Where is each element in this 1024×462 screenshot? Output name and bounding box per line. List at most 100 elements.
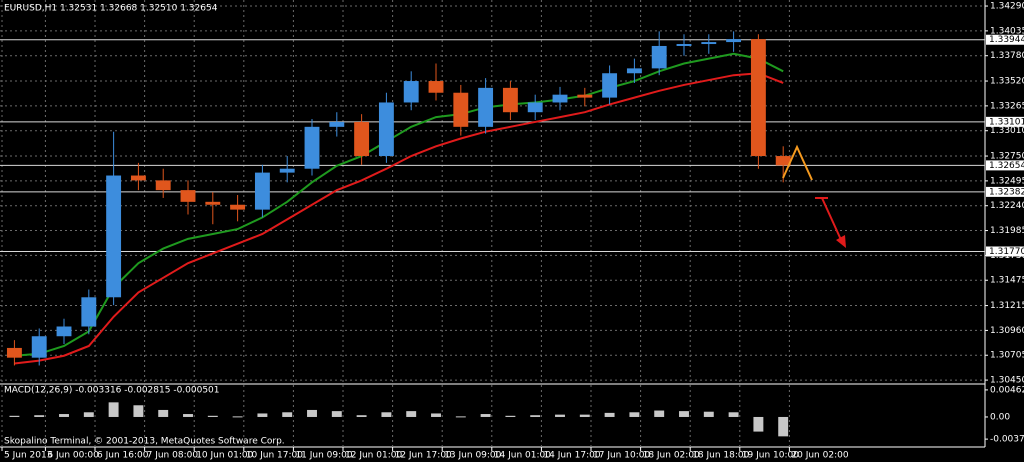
candle-body	[428, 81, 444, 93]
x-tick-label: 18 Jun 02:00	[643, 451, 700, 461]
candle-body	[626, 68, 642, 74]
x-tick-label: 6 Jun 00:00	[47, 451, 99, 461]
y-tick-label: 1.33520	[990, 77, 1024, 87]
macd-bar	[431, 413, 441, 417]
x-tick-label: 14 Jun 01:00	[494, 451, 551, 461]
x-tick-label: 19 Jun 10:00	[742, 451, 799, 461]
macd-bar	[406, 411, 417, 417]
macd-bar	[183, 414, 193, 417]
y-tick-label: 1.32240	[990, 201, 1024, 211]
candle-body	[81, 297, 97, 327]
candle-body	[106, 175, 122, 298]
y-tick-label: 1.30450	[990, 376, 1024, 386]
y-tick-label: 1.34290	[990, 2, 1024, 12]
y-tick-label: 1.33265	[990, 101, 1024, 111]
macd-bar	[108, 402, 119, 417]
macd-bar	[307, 409, 317, 417]
candle-body	[552, 94, 568, 103]
red-arrowhead	[836, 235, 846, 248]
macd-bar	[207, 415, 218, 417]
macd-bar	[505, 415, 516, 417]
candle-body	[527, 102, 543, 113]
level-label-box	[986, 160, 1024, 171]
candle-body	[130, 175, 146, 181]
red-arrow	[821, 197, 843, 243]
x-tick-label: 6 Jun 16:00	[97, 451, 149, 461]
macd-bar	[232, 416, 243, 418]
macd-bar	[579, 414, 590, 417]
orange-zigzag	[782, 144, 813, 181]
level-label-box	[986, 186, 1024, 197]
candle-body	[254, 172, 270, 210]
macd-bar	[480, 414, 491, 417]
macd-bar	[83, 412, 94, 417]
y-tick-label: 1.31215	[990, 301, 1024, 311]
level-label-box	[986, 116, 1024, 127]
y-tick-label: 1.31475	[990, 276, 1024, 286]
macd-bar	[381, 412, 392, 417]
y-tick-label: 1.33780	[990, 51, 1024, 61]
macd-bar	[703, 411, 714, 417]
x-tick-label: 11 Jun 09:00	[295, 451, 352, 461]
macd-bar	[530, 415, 541, 417]
macd-bar	[778, 416, 789, 437]
candle-body	[676, 44, 692, 46]
candle-body	[453, 92, 469, 127]
footer: Skopalino Terminal, © 2001-2013, MetaQuo…	[4, 437, 285, 447]
x-tick-label: 14 Jun 17:00	[543, 451, 600, 461]
y-tick-label: 1.30960	[990, 326, 1024, 336]
macd-bar	[158, 409, 169, 417]
candle-body	[155, 180, 171, 191]
macd-bar	[753, 416, 764, 432]
chart-header: EURUSD,H1 1.32531 1.32668 1.32510 1.3265…	[4, 4, 218, 14]
macd-bar	[133, 405, 144, 417]
candle-body	[56, 326, 72, 337]
y-tick-label: 1.30705	[990, 351, 1024, 361]
x-tick-label: 17 Jun 10:00	[593, 451, 650, 461]
macd-bar	[679, 411, 689, 417]
macd-y-tick-label: -0.003788	[990, 435, 1024, 445]
macd-bar	[728, 412, 739, 417]
x-tick-label: 5 Jun 2013	[4, 451, 52, 461]
macd-bar	[455, 416, 466, 418]
candle-body	[726, 39, 742, 43]
candle-body	[478, 87, 494, 127]
level-label: 1.31770	[989, 247, 1024, 257]
macd-y-tick-label: 0.00	[990, 412, 1010, 422]
x-tick-label: 20 Jun 02:00	[791, 451, 848, 461]
level-label: 1.32654	[989, 161, 1024, 171]
candle-body	[329, 121, 345, 127]
macd-bar	[34, 415, 45, 417]
level-label-box	[986, 246, 1024, 257]
macd-bar	[257, 413, 268, 417]
candle-body	[502, 87, 518, 113]
candle-body	[750, 39, 766, 157]
macd-bar	[59, 414, 69, 417]
candle-body	[279, 168, 295, 173]
moving-average	[14, 72, 784, 365]
candle-body	[577, 94, 593, 98]
moving-average	[14, 52, 784, 357]
macd-bar	[331, 411, 342, 417]
y-tick-label: 1.33010	[990, 126, 1024, 136]
x-tick-label: 13 Jun 09:00	[444, 451, 501, 461]
macd-bar	[604, 412, 615, 417]
macd-bar	[356, 415, 367, 417]
candle-body	[354, 121, 370, 157]
x-tick-label: 7 Jun 08:00	[147, 451, 199, 461]
level-label-box	[986, 34, 1024, 45]
macd-bar	[629, 412, 640, 417]
macd-bar	[282, 412, 293, 417]
candle-body	[205, 201, 221, 205]
macd-title: MACD(12,26,9) -0.003316 -0.002815 -0.000…	[4, 386, 220, 396]
macd-bar	[9, 415, 20, 417]
candle-body	[602, 73, 618, 98]
level-label: 1.33944	[989, 35, 1024, 45]
y-tick-label: 1.34035	[990, 26, 1024, 36]
x-tick-label: 12 Jun 01:00	[345, 451, 402, 461]
y-tick-label: 1.32495	[990, 176, 1024, 186]
candle-body	[230, 204, 246, 210]
y-tick-label: 1.31985	[990, 226, 1024, 236]
